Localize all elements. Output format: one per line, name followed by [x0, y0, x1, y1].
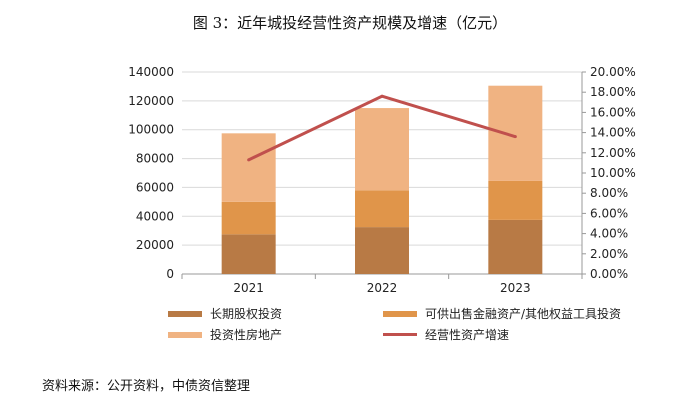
legend-swatch-long-term-equity	[168, 310, 202, 317]
point-growth-rate	[513, 135, 517, 139]
y-tick-label: 0	[166, 267, 174, 281]
legend-item-afs-other-equity: 可供出售金融资产/其他权益工具投资	[383, 305, 621, 322]
y-tick-label: 100000	[128, 123, 174, 137]
y2-tick-label: 12.00%	[590, 146, 636, 160]
legend-item-growth-rate: 经营性资产增速	[383, 326, 509, 343]
bar-long-term-equity	[221, 234, 276, 274]
x-tick-label: 2021	[233, 281, 264, 295]
legend-swatch-afs-other-equity	[383, 310, 417, 317]
bar-long-term-equity	[488, 219, 543, 274]
point-growth-rate	[380, 94, 384, 98]
y-tick-label: 80000	[136, 152, 174, 166]
y2-tick-label: 16.00%	[590, 105, 636, 119]
y2-tick-label: 8.00%	[590, 186, 628, 200]
bar-afs-other-equity	[355, 190, 409, 228]
y-tick-label: 20000	[136, 238, 174, 252]
bar-investment-property	[221, 133, 276, 202]
legend-label-growth-rate: 经营性资产增速	[425, 328, 510, 342]
legend-item-long-term-equity: 长期股权投资	[168, 305, 282, 322]
y-tick-label: 120000	[128, 94, 174, 108]
x-tick-label: 2023	[500, 281, 531, 295]
bar-afs-other-equity	[488, 180, 543, 220]
y-tick-label: 60000	[136, 180, 174, 194]
y-tick-label: 40000	[136, 209, 174, 223]
legend-label-long-term-equity: 长期股权投资	[210, 307, 283, 321]
y-tick-label: 140000	[128, 65, 174, 79]
bar-afs-other-equity	[221, 201, 276, 235]
y2-tick-label: 10.00%	[590, 166, 636, 180]
legend-item-investment-property: 投资性房地产	[168, 326, 282, 343]
point-growth-rate	[247, 158, 251, 162]
y2-tick-label: 4.00%	[590, 227, 628, 241]
bar-investment-property	[488, 85, 543, 181]
legend-label-investment-property: 投资性房地产	[210, 328, 283, 342]
legend-swatch-growth-rate	[383, 333, 417, 336]
bar-long-term-equity	[355, 227, 409, 274]
legend-swatch-investment-property	[168, 331, 202, 338]
source-note: 资料来源：公开资料，中债资信整理	[42, 379, 251, 394]
y2-tick-label: 18.00%	[590, 85, 636, 99]
bar-investment-property	[355, 108, 409, 191]
legend-label-afs-other-equity: 可供出售金融资产/其他权益工具投资	[425, 307, 622, 321]
y2-tick-label: 2.00%	[590, 247, 628, 261]
y2-tick-label: 20.00%	[590, 65, 636, 79]
y2-tick-label: 6.00%	[590, 206, 628, 220]
y2-tick-label: 0.00%	[590, 267, 628, 281]
y2-tick-label: 14.00%	[590, 126, 636, 140]
x-tick-label: 2022	[367, 281, 398, 295]
chart-title: 图 3：近年城投经营性资产规模及增速（亿元）	[192, 14, 508, 32]
